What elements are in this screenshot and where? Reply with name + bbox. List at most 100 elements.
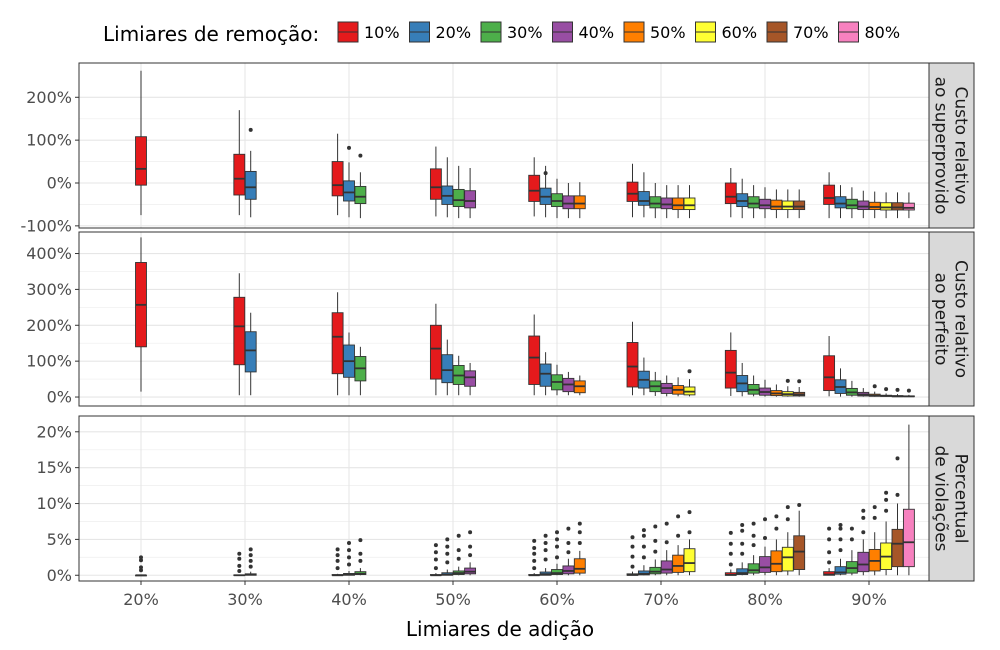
box-group-80% — [724, 502, 806, 576]
outlier-point — [676, 514, 681, 519]
box-iqr — [528, 335, 541, 385]
box-60% — [683, 510, 696, 576]
box-iqr — [429, 168, 442, 200]
box-10% — [233, 110, 246, 216]
outlier-point — [237, 568, 242, 573]
box-iqr — [354, 185, 367, 205]
box-50% — [672, 185, 685, 219]
box-20% — [244, 312, 257, 396]
outlier-point — [577, 521, 582, 526]
strip-label: Percentualde violações — [931, 445, 971, 551]
outlier-point — [358, 538, 363, 543]
box-40% — [660, 375, 673, 397]
legend-label: 80% — [865, 23, 901, 42]
box-50% — [868, 505, 881, 576]
outlier-point — [838, 548, 843, 553]
box-20% — [736, 523, 749, 576]
box-80% — [902, 192, 915, 219]
outlier-point — [884, 387, 889, 392]
outlier-point — [433, 557, 438, 562]
box-10% — [626, 163, 639, 218]
y-axis: -100% 0% 100% 200% — [20, 88, 79, 235]
box-20% — [343, 332, 355, 396]
outlier-point — [468, 553, 473, 558]
outlier-point — [456, 548, 461, 553]
outlier-point — [347, 548, 351, 553]
outlier-point — [751, 533, 756, 538]
box-iqr — [683, 197, 696, 211]
outlier-point — [861, 515, 866, 520]
box-30% — [845, 187, 858, 219]
outlier-point — [566, 526, 571, 531]
outlier-point — [347, 540, 351, 545]
box-group-90% — [823, 336, 915, 398]
box-20% — [441, 339, 454, 396]
x-tick-label: 40% — [331, 590, 367, 609]
outlier-point — [237, 556, 242, 561]
box-iqr — [464, 370, 477, 387]
box-70% — [793, 379, 806, 397]
outlier-point — [335, 558, 340, 563]
box-group-70% — [626, 163, 696, 219]
box-20% — [343, 540, 355, 576]
box-iqr — [244, 331, 257, 373]
outlier-point — [566, 550, 571, 555]
box-50% — [868, 384, 881, 397]
outlier-point — [751, 521, 756, 526]
outlier-point — [577, 530, 582, 535]
box-60% — [683, 369, 696, 397]
x-tick-label: 80% — [747, 590, 783, 609]
outlier-point — [532, 546, 537, 550]
box-group-40% — [331, 133, 367, 219]
legend-item-2: 20% — [409, 21, 471, 43]
box-50% — [770, 189, 783, 219]
box-40% — [857, 190, 870, 219]
outlier-point — [664, 540, 669, 545]
box-iqr — [724, 349, 737, 389]
box-10% — [233, 273, 246, 396]
outlier-point — [884, 497, 889, 502]
box-40% — [759, 379, 771, 397]
box-iqr — [649, 566, 662, 575]
outlier-point — [433, 543, 438, 548]
outlier-point — [728, 541, 733, 546]
box-40% — [562, 183, 575, 219]
x-axis: 20% 30% 40% 50% 60% 70% 80% 90% — [123, 581, 887, 609]
legend: Limiares de remoção: 10% 20% 30% 40% 50% 60% 7… — [103, 21, 901, 46]
box-70% — [793, 189, 806, 219]
legend-item-3: 30% — [480, 21, 543, 43]
outlier-point — [237, 563, 242, 568]
legend-item-6: 60% — [695, 21, 757, 43]
outlier-point — [838, 526, 843, 531]
outlier-point — [248, 127, 253, 132]
box-iqr — [857, 551, 870, 573]
legend-item-8: 80% — [838, 21, 901, 43]
box-group-80% — [724, 332, 806, 397]
strip-background — [928, 62, 975, 229]
outlier-point — [872, 384, 877, 389]
box-60% — [880, 490, 893, 576]
outlier-point — [641, 533, 646, 538]
legend-title: Limiares de remoção: — [103, 22, 319, 46]
box-30% — [747, 521, 760, 576]
box-30% — [845, 526, 858, 576]
box-80% — [902, 388, 915, 398]
box-iqr — [793, 200, 806, 211]
box-70% — [891, 456, 904, 576]
box-60% — [683, 185, 696, 219]
box-30% — [354, 538, 367, 576]
outlier-point — [849, 537, 854, 542]
box-iqr — [626, 181, 639, 202]
box-iqr — [562, 195, 575, 210]
box-50% — [573, 375, 586, 396]
y-axis: 0% 100% 200% 300% 400% — [26, 244, 79, 407]
box-iqr — [441, 354, 454, 384]
strip-background — [928, 415, 975, 582]
box-20% — [441, 157, 454, 218]
box-30% — [551, 530, 563, 576]
outlier-point — [347, 555, 351, 560]
outlier-point — [577, 540, 582, 545]
box-20% — [244, 127, 257, 218]
box-50% — [573, 521, 586, 576]
box-iqr — [747, 563, 760, 574]
